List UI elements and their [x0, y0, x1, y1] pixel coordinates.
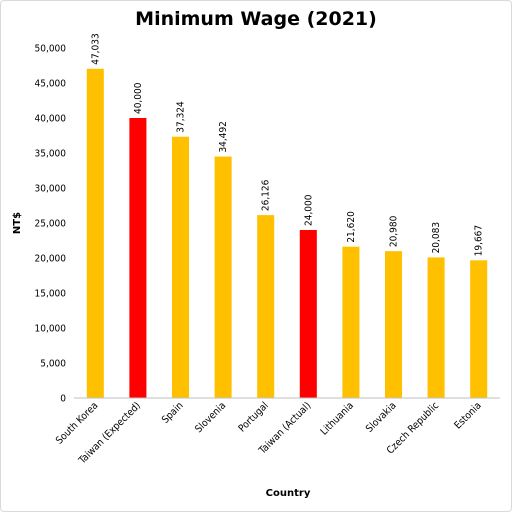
y-axis-title: NT$	[12, 212, 23, 234]
x-tick-label: Slovakia	[364, 400, 398, 434]
x-tick-label: Slovenia	[193, 400, 228, 435]
y-tick-label: 50,000	[35, 44, 67, 55]
bar	[299, 230, 317, 398]
y-tick-label: 0	[60, 394, 66, 405]
data-label: 24,000	[303, 194, 314, 226]
y-tick-label: 10,000	[35, 324, 67, 335]
y-tick-label: 35,000	[35, 149, 67, 160]
y-tick-label: 30,000	[35, 184, 67, 195]
data-label: 21,620	[346, 211, 357, 243]
bar	[129, 118, 147, 398]
bar	[470, 260, 488, 398]
y-tick-label: 45,000	[35, 79, 67, 90]
bar	[171, 136, 190, 398]
x-tick-label: Estonia	[453, 400, 484, 431]
bar	[257, 215, 275, 398]
y-tick-label: 20,000	[35, 254, 67, 265]
bars	[86, 68, 488, 399]
y-tick-label: 5,000	[40, 359, 66, 370]
x-tick-label: Spain	[160, 400, 186, 426]
y-tick-label: 40,000	[35, 114, 67, 125]
data-labels: 47,033 40,000 37,324 34,492 26,126 24,000 21,6…	[90, 33, 484, 256]
data-label: 47,033	[90, 33, 101, 64]
data-label: 40,000	[133, 82, 144, 114]
y-tick-label: 15,000	[35, 289, 67, 300]
data-label: 26,126	[261, 179, 272, 211]
bar	[342, 246, 360, 398]
y-axis-ticks: 0 5,000 10,000 15,000 20,000 25,000 30,000 35,0…	[35, 44, 67, 405]
data-label: 34,492	[218, 121, 229, 152]
x-tick-label: South Korea	[54, 400, 100, 446]
chart-title: Minimum Wage (2021)	[135, 8, 377, 30]
bar	[384, 251, 403, 398]
bar	[427, 257, 445, 398]
y-tick-label: 25,000	[35, 219, 67, 230]
data-label: 37,324	[176, 101, 187, 133]
bar	[214, 156, 232, 398]
x-axis-title: Country	[266, 488, 311, 499]
data-label: 20,980	[389, 215, 400, 247]
bar	[86, 68, 104, 399]
x-tick-label: Portugal	[237, 400, 271, 434]
data-label: 19,667	[474, 225, 485, 256]
data-label: 20,083	[431, 222, 442, 253]
x-tick-label: Lithuania	[319, 400, 356, 437]
